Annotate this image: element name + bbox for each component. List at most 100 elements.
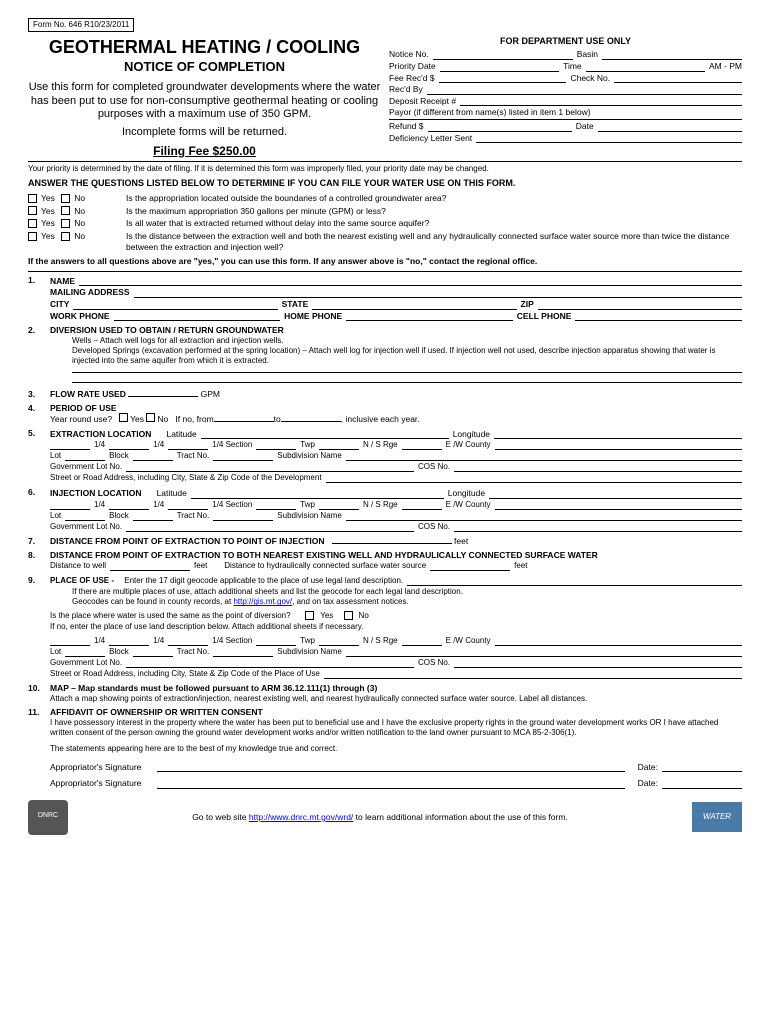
work-phone-field[interactable]	[114, 311, 281, 322]
ext-gov-field[interactable]	[126, 462, 414, 472]
cos-label: COS No.	[418, 658, 450, 668]
dept-notice-field[interactable]	[433, 49, 573, 60]
ext-twp-field[interactable]	[319, 440, 359, 450]
pou-sec-field[interactable]	[256, 636, 296, 646]
ext-q3-field[interactable]	[168, 440, 208, 450]
sig-field-2[interactable]	[157, 778, 625, 789]
q3-yes-checkbox[interactable]	[28, 219, 37, 228]
sig-field-1[interactable]	[157, 762, 625, 773]
home-phone-field[interactable]	[346, 311, 513, 322]
pou-lot-field[interactable]	[65, 647, 105, 657]
pou-street-field[interactable]	[324, 669, 742, 679]
dept-basin-field[interactable]	[602, 49, 742, 60]
dept-refund-field[interactable]	[428, 121, 572, 132]
diversion-line-2[interactable]	[72, 382, 742, 383]
q3-no-checkbox[interactable]	[61, 219, 70, 228]
ext-sec-field[interactable]	[256, 440, 296, 450]
inj-cos-field[interactable]	[454, 522, 742, 532]
ext-county-field[interactable]	[495, 440, 742, 450]
ext-block-field[interactable]	[133, 451, 173, 461]
same-no-checkbox[interactable]	[344, 611, 353, 620]
gis-link[interactable]: http://gis.mt.gov/	[233, 597, 292, 606]
inj-rge-field[interactable]	[402, 500, 442, 510]
springs-text: Developed Springs (excavation performed …	[72, 346, 742, 366]
date-field-1[interactable]	[662, 762, 742, 773]
ext-lat-field[interactable]	[201, 429, 449, 440]
ext-rge-field[interactable]	[402, 440, 442, 450]
name-field[interactable]	[79, 276, 742, 287]
flow-rate-field[interactable]	[128, 396, 198, 397]
dist-hydr-field[interactable]	[430, 561, 510, 571]
inj-q1-field[interactable]	[50, 500, 90, 510]
state-field[interactable]	[312, 299, 516, 310]
to-field[interactable]	[281, 421, 341, 422]
dept-recd-field[interactable]	[427, 84, 742, 95]
year-yes-checkbox[interactable]	[119, 413, 128, 422]
ext-cos-field[interactable]	[454, 462, 742, 472]
diversion-line-1[interactable]	[72, 372, 742, 373]
dept-payor-field[interactable]	[389, 119, 742, 120]
dist-ext-inj-field[interactable]	[332, 543, 452, 544]
pou-tract-field[interactable]	[213, 647, 273, 657]
inj-county-field[interactable]	[495, 500, 742, 510]
year-no-checkbox[interactable]	[146, 413, 155, 422]
pou-block-field[interactable]	[133, 647, 173, 657]
inj-tract-field[interactable]	[213, 511, 273, 521]
dept-fee-field[interactable]	[439, 73, 567, 84]
q1-yes-checkbox[interactable]	[28, 194, 37, 203]
inj-q2-field[interactable]	[109, 500, 149, 510]
inj-sec-field[interactable]	[256, 500, 296, 510]
pou-q2-field[interactable]	[109, 636, 149, 646]
ext-street-field[interactable]	[326, 473, 742, 483]
inj-twp-field[interactable]	[319, 500, 359, 510]
geocode-field[interactable]	[407, 576, 742, 586]
from-field[interactable]	[214, 421, 274, 422]
inj-gov-field[interactable]	[126, 522, 414, 532]
same-yes-checkbox[interactable]	[305, 611, 314, 620]
ext-sub-field[interactable]	[346, 451, 742, 461]
dept-def-field[interactable]	[476, 133, 742, 144]
dept-time-field[interactable]	[586, 61, 705, 72]
dept-check-field[interactable]	[614, 73, 742, 84]
pou-q3-field[interactable]	[168, 636, 208, 646]
mail-field[interactable]	[134, 287, 743, 298]
pou-q1-field[interactable]	[50, 636, 90, 646]
pou-gov-field[interactable]	[126, 658, 414, 668]
city-field[interactable]	[73, 299, 277, 310]
pou-sub-field[interactable]	[346, 647, 742, 657]
pou-twp-field[interactable]	[319, 636, 359, 646]
priority-note: Your priority is determined by the date …	[28, 164, 742, 174]
ext-q2-field[interactable]	[109, 440, 149, 450]
ext-lon-field[interactable]	[494, 429, 742, 440]
inj-sub-field[interactable]	[346, 511, 742, 521]
inj-block-field[interactable]	[133, 511, 173, 521]
footer-link[interactable]: http://www.dnrc.mt.gov/wrd/	[249, 812, 353, 822]
dept-deposit-field[interactable]	[460, 96, 742, 107]
pou-rge-field[interactable]	[402, 636, 442, 646]
q4-no-checkbox[interactable]	[61, 232, 70, 241]
twp-label: Twp	[300, 440, 315, 450]
dept-priority-field[interactable]	[440, 61, 559, 72]
q1-no-checkbox[interactable]	[61, 194, 70, 203]
pou-county-field[interactable]	[495, 636, 742, 646]
feet-label: feet	[194, 561, 207, 571]
cell-phone-field[interactable]	[575, 311, 742, 322]
date-field-2[interactable]	[662, 778, 742, 789]
no-label: No	[359, 611, 369, 621]
q2-yes-checkbox[interactable]	[28, 206, 37, 215]
wells-text: Wells – Attach well logs for all extract…	[72, 336, 742, 346]
ext-lot-field[interactable]	[65, 451, 105, 461]
inj-lat-field[interactable]	[191, 488, 444, 499]
dist-well-field[interactable]	[110, 561, 190, 571]
ext-tract-field[interactable]	[213, 451, 273, 461]
q2-no-checkbox[interactable]	[61, 206, 70, 215]
dept-date-field[interactable]	[598, 121, 742, 132]
zip-field[interactable]	[538, 299, 742, 310]
q4-yes-checkbox[interactable]	[28, 232, 37, 241]
ext-q1-field[interactable]	[50, 440, 90, 450]
dept-recd-label: Rec'd By	[389, 84, 423, 95]
pou-cos-field[interactable]	[454, 658, 742, 668]
inj-lon-field[interactable]	[489, 488, 742, 499]
inj-q3-field[interactable]	[168, 500, 208, 510]
inj-lot-field[interactable]	[65, 511, 105, 521]
